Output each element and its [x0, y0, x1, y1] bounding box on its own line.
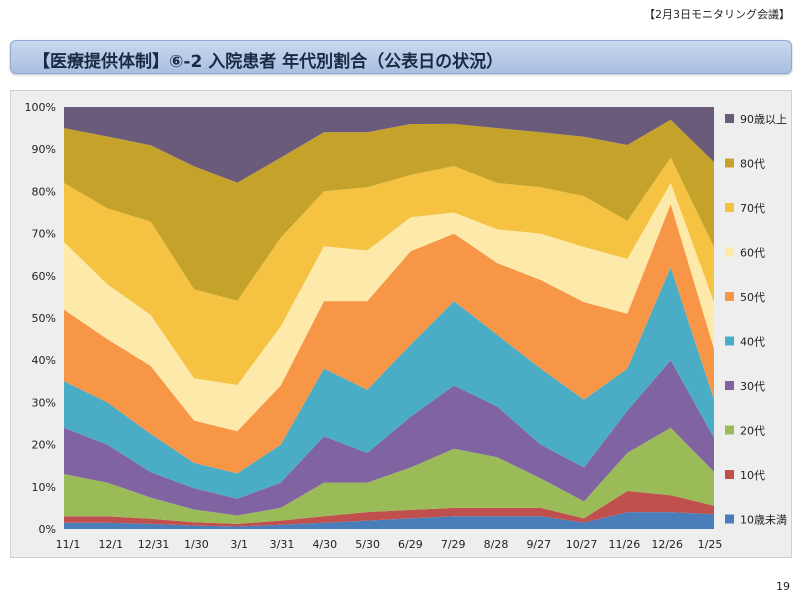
x-tick-label: 6/29 — [398, 538, 423, 551]
slide-title: 【医療提供体制】⑥-2 入院患者 年代別割合（公表日の状況） — [33, 52, 504, 72]
y-tick-label: 10% — [32, 481, 56, 494]
y-tick-label: 0% — [39, 523, 56, 536]
legend-swatch — [725, 381, 734, 390]
legend-swatch — [725, 292, 734, 301]
legend-swatch — [725, 203, 734, 212]
x-tick-label: 12/1 — [98, 538, 123, 551]
legend-swatch — [725, 514, 734, 524]
x-tick-label: 3/1 — [230, 538, 248, 551]
x-tick-label: 5/30 — [355, 538, 380, 551]
series-area-3 — [64, 427, 714, 524]
legend-label: 60代 — [740, 247, 765, 260]
legend-swatch — [725, 470, 734, 479]
legend-swatch — [725, 114, 734, 123]
x-tick-label: 11/1 — [56, 538, 81, 551]
x-tick-label: 8/28 — [484, 538, 509, 551]
series-area-9 — [64, 119, 714, 301]
legend-label: 10歳未満 — [740, 514, 787, 527]
y-tick-label: 60% — [32, 270, 56, 283]
legend-swatch — [725, 336, 734, 346]
legend-swatch — [725, 425, 734, 435]
y-tick-label: 40% — [32, 354, 56, 367]
page-number: 19 — [776, 580, 790, 593]
legend-label: 80代 — [740, 158, 765, 171]
legend-label: 20代 — [740, 425, 765, 438]
meeting-tag: 【2月3日モニタリング会議】 — [644, 8, 790, 21]
y-tick-label: 70% — [32, 228, 56, 241]
series-area-6 — [64, 204, 714, 474]
x-tick-label: 4/30 — [312, 538, 337, 551]
legend-label: 50代 — [740, 291, 765, 304]
legend-swatch — [725, 247, 734, 257]
series-area-4 — [64, 360, 714, 516]
series-area-5 — [64, 267, 714, 499]
stacked-area-chart: 0% 10% 20% 30% 40% 50% 60% 70% 80% 90% 100% 11/1 12/… — [25, 101, 787, 551]
legend-label: 90歳以上 — [740, 113, 787, 126]
y-tick-label: 90% — [32, 143, 56, 156]
x-tick-label: 12/31 — [138, 538, 170, 551]
series-area-10 — [64, 107, 714, 183]
legend-swatch — [725, 158, 734, 168]
x-tick-label: 1/25 — [698, 538, 723, 551]
x-tick-label: 11/26 — [609, 538, 641, 551]
y-tick-label: 50% — [32, 312, 56, 325]
y-tick-label: 100% — [25, 101, 56, 114]
x-tick-label: 12/26 — [651, 538, 683, 551]
x-tick-label: 9/27 — [526, 538, 551, 551]
chart-panel: 0% 10% 20% 30% 40% 50% 60% 70% 80% 90% 100% 11/1 12/… — [10, 90, 792, 558]
series-area-7 — [64, 183, 714, 432]
y-tick-label: 30% — [32, 396, 56, 409]
y-tick-label: 20% — [32, 439, 56, 452]
slide-title-bar: 【医療提供体制】⑥-2 入院患者 年代別割合（公表日の状況） — [10, 40, 792, 74]
series-area-2 — [64, 491, 714, 527]
y-tick-label: 80% — [32, 185, 56, 198]
legend-label: 40代 — [740, 336, 765, 349]
x-tick-label: 3/31 — [270, 538, 295, 551]
x-tick-label: 7/29 — [441, 538, 466, 551]
legend-label: 70代 — [740, 202, 765, 215]
series-area-8 — [64, 157, 714, 385]
series-area-1 — [64, 512, 714, 529]
x-tick-label: 1/30 — [184, 538, 209, 551]
legend-label: 30代 — [740, 380, 765, 393]
x-tick-label: 10/27 — [566, 538, 598, 551]
legend-label: 10代 — [740, 469, 765, 482]
